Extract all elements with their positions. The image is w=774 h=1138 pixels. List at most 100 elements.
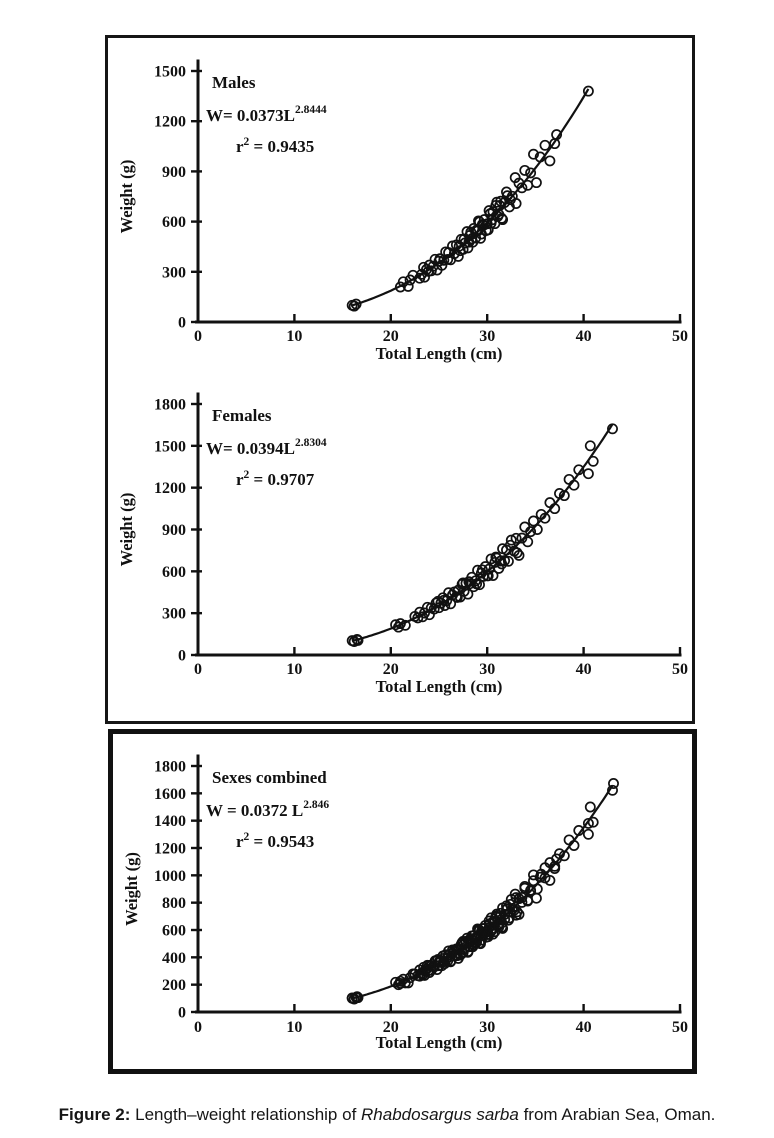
svg-text:20: 20 — [383, 661, 399, 678]
data-point — [505, 534, 517, 546]
svg-text:1800: 1800 — [154, 397, 186, 414]
data-point — [439, 600, 451, 611]
data-point — [587, 455, 599, 467]
svg-text:800: 800 — [162, 895, 186, 912]
data-point — [522, 179, 534, 191]
svg-text:1200: 1200 — [154, 841, 186, 858]
data-point — [528, 869, 539, 881]
data-point — [454, 245, 466, 257]
svg-text:1600: 1600 — [154, 786, 186, 803]
data-point — [516, 182, 528, 194]
data-point — [558, 850, 570, 862]
caption-text-tail: from Arabian Sea, Oman. — [518, 1105, 716, 1124]
data-point — [494, 200, 506, 211]
data-point — [516, 892, 528, 903]
svg-text:10: 10 — [286, 661, 302, 678]
svg-text:200: 200 — [162, 977, 186, 994]
annotations: Females W= 0.0394L2.8304 r2 = 0.9707 — [206, 406, 327, 489]
svg-text:600: 600 — [162, 214, 186, 231]
x-axis-title: Total Length (cm) — [376, 1033, 503, 1052]
svg-text:40: 40 — [576, 328, 592, 345]
data-point — [608, 778, 619, 789]
data-point — [511, 547, 523, 559]
svg-text:1400: 1400 — [154, 813, 186, 830]
data-point — [394, 281, 406, 293]
figure-caption: Figure 2: Length–weight relationship of … — [0, 1105, 774, 1125]
data-point — [505, 893, 517, 905]
data-point — [584, 440, 596, 452]
data-point — [544, 155, 556, 167]
data-point — [465, 226, 477, 238]
data-point — [513, 549, 525, 561]
tick-labels: 0 300 600 900 1200 1500 1800 0 10 20 30 40 50 — [154, 397, 688, 679]
r-squared-text: r2 = 0.9543 — [236, 831, 314, 851]
data-point — [513, 908, 525, 920]
axes — [195, 754, 682, 1014]
svg-text:1800: 1800 — [154, 759, 186, 776]
data-point — [568, 479, 580, 491]
data-point — [496, 917, 508, 929]
data-point — [421, 601, 433, 613]
scatter-points — [346, 778, 619, 1005]
data-point — [402, 280, 414, 292]
upper-figure-frame — [105, 35, 695, 724]
data-point — [568, 840, 580, 851]
data-point — [582, 828, 594, 840]
data-point — [511, 906, 523, 918]
data-point — [558, 490, 570, 502]
group-label: Females — [212, 406, 272, 425]
svg-text:0: 0 — [178, 648, 186, 665]
fit-curve — [351, 784, 614, 1000]
data-point — [399, 977, 411, 989]
data-point — [352, 992, 364, 1004]
data-point — [482, 224, 494, 236]
data-point — [419, 607, 430, 619]
data-point — [482, 928, 494, 940]
svg-text:400: 400 — [162, 950, 186, 967]
data-point — [531, 883, 543, 895]
data-point — [487, 928, 499, 940]
svg-text:1200: 1200 — [154, 480, 186, 497]
svg-text:40: 40 — [576, 661, 592, 678]
data-point — [528, 148, 539, 160]
data-point — [582, 85, 594, 97]
svg-text:900: 900 — [162, 522, 186, 539]
data-point — [530, 177, 542, 189]
data-point — [525, 885, 537, 897]
data-point — [519, 164, 531, 176]
svg-text:900: 900 — [162, 164, 186, 181]
axis-ticks — [191, 69, 682, 324]
svg-text:300: 300 — [162, 264, 186, 281]
data-point — [549, 863, 561, 874]
caption-figure-number: Figure 2: — [58, 1105, 131, 1124]
svg-text:0: 0 — [194, 1019, 202, 1036]
data-point — [502, 914, 514, 926]
r-squared-text: r2 = 0.9435 — [236, 136, 314, 156]
svg-text:10: 10 — [286, 1019, 302, 1036]
tick-labels: 0 200 400 600 800 1000 1200 1400 1600 1800 0 10 20 30… — [154, 759, 688, 1037]
fit-curve — [351, 423, 614, 642]
svg-text:50: 50 — [672, 1019, 688, 1036]
males-length-weight-chart: 0 300 600 900 1200 1500 0 10 20 30 40 50 Total Lengt… — [117, 59, 688, 363]
data-point — [350, 298, 362, 310]
data-point — [549, 503, 561, 515]
svg-text:40: 40 — [576, 1019, 592, 1036]
fit-curve — [351, 88, 590, 307]
data-point — [399, 619, 411, 631]
svg-text:30: 30 — [479, 1019, 495, 1036]
x-axis-title: Total Length (cm) — [376, 677, 503, 696]
caption-species-name: Rhabdosargus sarba — [361, 1105, 519, 1124]
data-point — [421, 959, 433, 971]
svg-text:30: 30 — [479, 328, 495, 345]
data-point — [582, 817, 594, 829]
females-length-weight-chart: 0 300 600 900 1200 1500 1800 0 10 20 30 40 50 Total L… — [117, 392, 688, 696]
equation-text: W= 0.0394L2.8304 — [206, 437, 327, 458]
data-point — [525, 167, 537, 179]
data-point — [510, 892, 522, 904]
data-point — [439, 958, 451, 969]
x-axis-title: Total Length (cm) — [376, 344, 503, 363]
caption-text: Length–weight relationship of — [130, 1105, 362, 1124]
data-point — [587, 816, 599, 828]
svg-text:1500: 1500 — [154, 64, 186, 81]
r-squared-text: r2 = 0.9707 — [236, 469, 315, 489]
